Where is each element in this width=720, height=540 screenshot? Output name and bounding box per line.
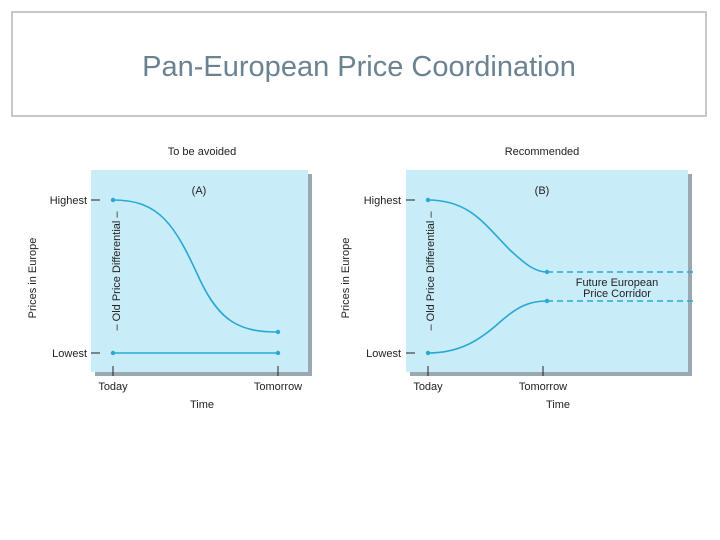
panel-b-y-axis-label: Prices in Europe: [340, 238, 352, 319]
panel-a-y-axis-label: Prices in Europe: [27, 238, 39, 319]
panel-a-x-start: Today: [98, 381, 128, 393]
panel-b-point: [425, 197, 431, 203]
panel-a-point: [275, 329, 281, 335]
panel-b-lower-curve: [427, 300, 548, 354]
panel-a-point: [110, 197, 116, 203]
title-box: Pan-European Price Coordination: [11, 11, 707, 117]
panel-b: Recommended (B) Future European Price Co…: [340, 146, 694, 411]
panel-a-point: [110, 350, 116, 356]
slide-title: Pan-European Price Coordination: [142, 51, 576, 83]
panel-b-corridor-label-2: Price Corridor: [583, 288, 651, 300]
panel-b-differential-label: – Old Price Differential –: [425, 211, 437, 331]
panel-b-corridor-label-1: Future European: [576, 277, 659, 289]
panel-a-point: [275, 350, 281, 356]
panel-a-x-end: Tomorrow: [254, 381, 302, 393]
panel-a-falling-curve: [112, 199, 279, 333]
panel-a-y-low: Lowest: [52, 348, 87, 360]
panel-a-x-axis-label: Time: [190, 399, 214, 411]
panel-b-heading: Recommended: [505, 146, 580, 158]
panel-b-x-end: Tomorrow: [519, 381, 567, 393]
panel-b-upper-curve: [427, 199, 548, 273]
panel-b-x-axis-label: Time: [546, 399, 570, 411]
panel-b-point: [425, 350, 431, 356]
panel-b-x-start: Today: [413, 381, 443, 393]
panel-b-y-high: Highest: [364, 195, 401, 207]
panel-a-background: [91, 170, 308, 372]
panel-a-tag: (A): [192, 185, 207, 197]
panel-a: To be avoided (A) Highest Lowest Prices …: [27, 146, 312, 411]
panel-a-y-high: Highest: [50, 195, 87, 207]
panel-a-heading: To be avoided: [168, 146, 237, 158]
panel-b-y-low: Lowest: [366, 348, 401, 360]
panel-b-tag: (B): [535, 185, 550, 197]
panel-a-differential-label: – Old Price Differential –: [111, 211, 123, 331]
